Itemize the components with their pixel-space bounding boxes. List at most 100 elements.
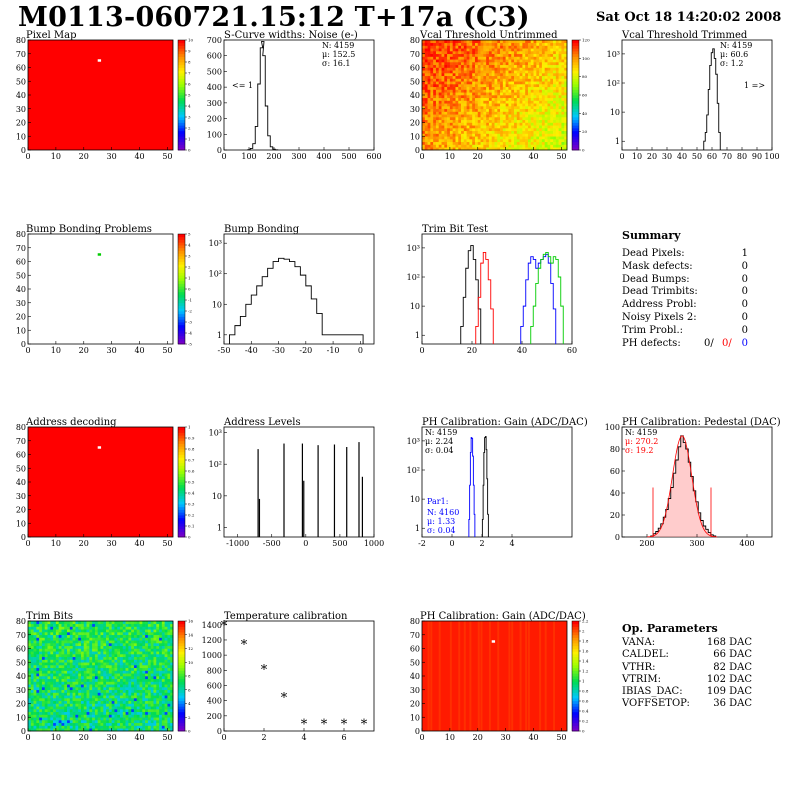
palette-tick-label: 0.8 <box>188 447 195 452</box>
heatmap-cells <box>28 427 173 537</box>
y-tick-label: 80 <box>16 617 26 626</box>
x-tick-label: 10 <box>51 539 61 548</box>
heatmap-cells <box>422 40 567 150</box>
y-tick-label: 40 <box>610 489 620 498</box>
y-tick-label: 50 <box>16 271 26 280</box>
color-palette <box>178 234 185 344</box>
y-tick-label: 10 <box>410 132 420 141</box>
stats-entry: N: 4159 <box>322 41 354 50</box>
palette-tick-label: 1.2 <box>582 669 589 674</box>
stats-entry: μ: 152.5 <box>322 50 355 59</box>
palette-tick-label: 80 <box>582 74 588 79</box>
y-tick-label: 30 <box>16 105 26 114</box>
special-pixel <box>98 253 101 255</box>
x-tick-label: 30 <box>107 539 117 548</box>
op-param-label: VOFFSETOP: <box>622 698 690 709</box>
y-tick-label: 60 <box>16 64 26 73</box>
y-tick-label: 10 <box>212 300 222 309</box>
histogram-series <box>482 437 488 537</box>
palette-tick-label: 4 <box>188 243 191 248</box>
y-tick-label: 0 <box>21 533 26 542</box>
x-tick-label: 4 <box>301 733 306 742</box>
y-tick-label: 50 <box>410 77 420 86</box>
color-palette <box>572 40 579 150</box>
stats-entry: σ: 19.2 <box>625 446 654 455</box>
x-tick-label: 0 <box>303 539 308 548</box>
y-tick-label: 70 <box>16 437 26 446</box>
x-tick-label: 0 <box>25 346 30 355</box>
stats-entry: σ: 1.2 <box>720 59 743 68</box>
x-tick-label: 30 <box>501 733 511 742</box>
y-tick-label: 30 <box>16 492 26 501</box>
y-tick-label: 0 <box>21 727 26 736</box>
palette-tick-label: 40 <box>582 111 588 116</box>
y-tick-label: 1 <box>615 137 620 146</box>
palette-tick-label: 20 <box>582 129 588 134</box>
y-tick-label: 0 <box>21 146 26 155</box>
stats-entry: σ: 0.04 <box>425 446 454 455</box>
x-tick-label: 50 <box>162 539 172 548</box>
y-tick-label: 400 <box>207 697 222 706</box>
op-param-value: 36 DAC <box>713 698 752 709</box>
x-tick-label: 40 <box>134 346 144 355</box>
palette-tick-label: 120 <box>582 38 590 43</box>
page-title: M0113-060721.15:12 T+17a (C3) <box>18 2 530 33</box>
y-tick-label: 60 <box>410 645 420 654</box>
palette-tick-label: 0.9 <box>188 436 195 441</box>
x-tick-label: 0 <box>449 539 454 548</box>
x-tick-label: 2 <box>479 539 484 548</box>
summary-row: Mask defects: 0 <box>622 261 748 274</box>
summary-value: 0 <box>742 312 748 323</box>
x-tick-label: 50 <box>692 152 702 161</box>
x-tick-label: 100 <box>241 152 256 161</box>
stats-entry: N: 4159 <box>425 428 457 437</box>
palette-tick-label: 1.4 <box>582 659 589 664</box>
y-tick-label: 10 <box>16 326 26 335</box>
palette-tick-label: -2 <box>188 309 192 314</box>
summary-label: Mask defects: <box>622 261 693 272</box>
op-param-row: IBIAS_DAC:109 DAC <box>622 686 752 698</box>
color-palette <box>178 40 185 150</box>
date-stamp: Sat Oct 18 14:20:02 2008 <box>596 10 781 25</box>
y-tick-label: 70 <box>16 631 26 640</box>
palette-tick-label: 0.6 <box>188 469 195 474</box>
palette-tick-label: 12 <box>188 646 194 651</box>
y-tick-label: 0 <box>415 727 420 736</box>
stats2-entry: N: 4160 <box>427 508 459 517</box>
y-tick-label: 10² <box>407 466 420 475</box>
palette-tick-label: 0 <box>188 729 191 734</box>
palette-tick-label: 1 <box>582 679 585 684</box>
y-tick-label: 40 <box>16 285 26 294</box>
summary-value: 0 <box>742 286 748 297</box>
y-tick-label: 10 <box>410 495 420 504</box>
y-tick-label: 600 <box>207 681 222 690</box>
y-tick-label: 10 <box>212 492 222 501</box>
palette-tick-label: -4 <box>188 331 192 336</box>
y-tick-label: 10³ <box>407 437 420 446</box>
palette-tick-label: 1 <box>188 425 191 430</box>
y-tick-label: 50 <box>410 658 420 667</box>
x-tick-label: 6 <box>341 733 346 742</box>
y-tick-label: 10² <box>607 79 620 88</box>
y-tick-label: 30 <box>16 299 26 308</box>
palette-tick-label: 0.3 <box>188 502 195 507</box>
x-tick-label: 50 <box>556 733 566 742</box>
palette-tick-label: 0.7 <box>188 458 195 463</box>
palette-tick-label: 6 <box>188 687 191 692</box>
y-tick-label: 80 <box>410 617 420 626</box>
palette-tick-label: 16 <box>188 619 194 624</box>
x-tick-label: 400 <box>316 152 331 161</box>
x-tick-label: 0 <box>619 152 624 161</box>
special-pixel <box>98 446 101 448</box>
x-tick-label: 40 <box>677 152 687 161</box>
y-tick-label: 80 <box>410 36 420 45</box>
palette-tick-label: 1 <box>188 137 191 142</box>
summary-value: 0 <box>742 261 748 272</box>
heatmap-cells <box>28 40 173 150</box>
